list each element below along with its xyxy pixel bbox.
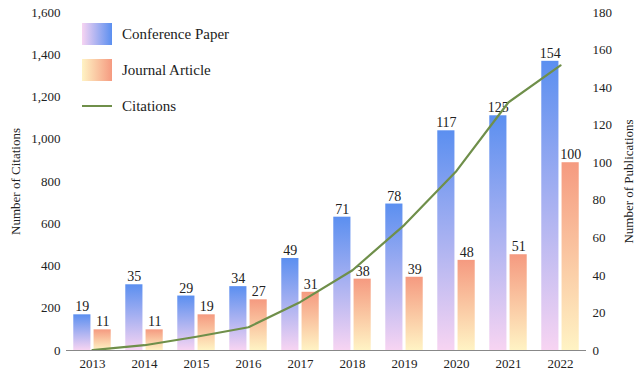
svg-text:180: 180 xyxy=(593,5,613,20)
html-text:Citations: Citations xyxy=(122,97,177,114)
svg-text:27: 27 xyxy=(252,284,266,299)
svg-text:34: 34 xyxy=(231,271,245,286)
svg-text:1,000: 1,000 xyxy=(31,131,60,146)
svg-text:140: 140 xyxy=(593,80,613,95)
svg-text:31: 31 xyxy=(304,277,318,292)
svg-text:120: 120 xyxy=(593,117,613,132)
svg-text:2022: 2022 xyxy=(548,356,574,371)
svg-text:2017: 2017 xyxy=(288,356,315,371)
svg-text:800: 800 xyxy=(41,174,61,189)
svg-text:100: 100 xyxy=(560,147,581,162)
svg-text:11: 11 xyxy=(148,314,161,329)
svg-text:600: 600 xyxy=(41,216,61,231)
svg-text:125: 125 xyxy=(488,100,509,115)
svg-text:200: 200 xyxy=(41,300,61,315)
svg-text:2014: 2014 xyxy=(132,356,159,371)
svg-text:2013: 2013 xyxy=(80,356,106,371)
svg-text:100: 100 xyxy=(593,155,613,170)
svg-text:2019: 2019 xyxy=(392,356,418,371)
svg-text:2020: 2020 xyxy=(444,356,470,371)
html-text:Conference Paper: Conference Paper xyxy=(122,25,229,42)
svg-text:78: 78 xyxy=(387,189,401,204)
svg-text:0: 0 xyxy=(54,343,61,358)
svg-text:2015: 2015 xyxy=(184,356,210,371)
svg-text:29: 29 xyxy=(179,281,193,296)
svg-text:38: 38 xyxy=(356,264,370,279)
svg-text:20: 20 xyxy=(593,305,606,320)
svg-text:1,400: 1,400 xyxy=(31,47,60,62)
svg-text:400: 400 xyxy=(41,258,61,273)
svg-text:117: 117 xyxy=(436,115,456,130)
html-text:Journal Article: Journal Article xyxy=(122,61,211,78)
svg-text:2016: 2016 xyxy=(236,356,263,371)
svg-text:Number of Citations: Number of Citations xyxy=(8,128,23,235)
svg-text:19: 19 xyxy=(200,299,214,314)
svg-text:160: 160 xyxy=(593,42,613,57)
svg-text:Number of Publications: Number of Publications xyxy=(621,119,636,243)
svg-text:60: 60 xyxy=(593,230,606,245)
svg-text:80: 80 xyxy=(593,192,606,207)
svg-text:39: 39 xyxy=(408,262,422,277)
svg-text:11: 11 xyxy=(96,314,109,329)
svg-text:1,600: 1,600 xyxy=(31,5,60,20)
svg-text:51: 51 xyxy=(512,239,526,254)
svg-text:35: 35 xyxy=(127,269,141,284)
svg-text:0: 0 xyxy=(593,343,600,358)
svg-text:40: 40 xyxy=(593,268,606,283)
svg-text:1,200: 1,200 xyxy=(31,89,60,104)
svg-text:71: 71 xyxy=(335,202,349,217)
svg-text:154: 154 xyxy=(540,46,561,61)
svg-text:19: 19 xyxy=(75,299,89,314)
svg-text:2018: 2018 xyxy=(340,356,366,371)
svg-text:48: 48 xyxy=(460,245,474,260)
svg-text:49: 49 xyxy=(283,243,297,258)
svg-text:2021: 2021 xyxy=(496,356,522,371)
